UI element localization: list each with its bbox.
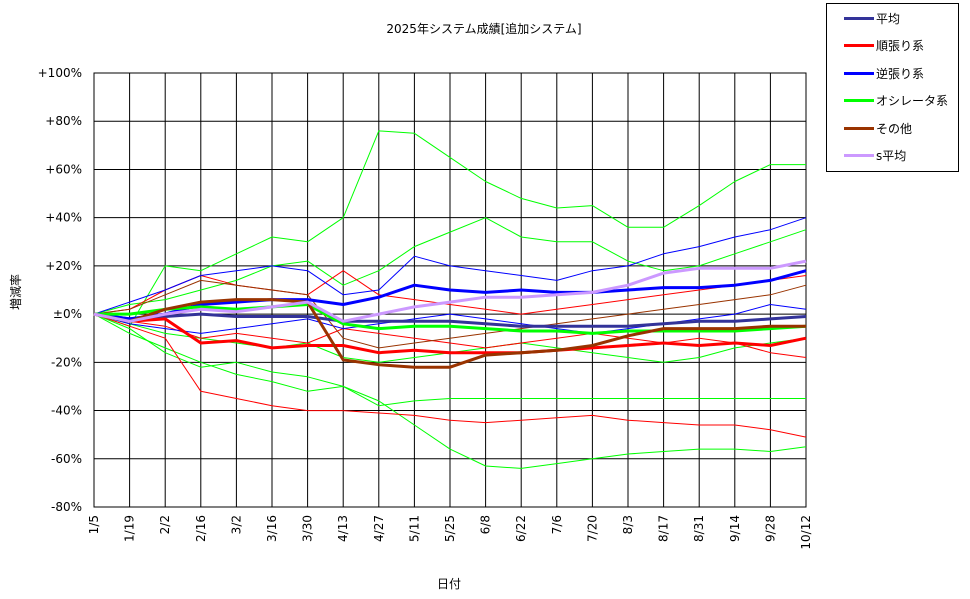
sub-series-line-9 [93, 313, 807, 469]
x-tick-label: 1/19 [123, 515, 137, 542]
y-tick-label: -20% [51, 355, 82, 369]
legend-swatch [844, 126, 874, 130]
series-line-2 [93, 269, 807, 321]
y-tick-label: -40% [51, 404, 82, 418]
x-tick-label: 8/17 [657, 515, 671, 542]
x-tick-label: 9/14 [728, 515, 742, 542]
x-tick-label: 4/27 [372, 515, 386, 542]
sub-series-line-6 [93, 130, 806, 327]
legend-label: 順張り系 [876, 39, 925, 53]
x-axis-label: 日付 [437, 577, 461, 591]
legend-label: s平均 [876, 149, 907, 163]
x-tick-label: 6/22 [514, 515, 528, 542]
sub-series-line-15 [93, 304, 807, 334]
legend-label: 平均 [876, 11, 901, 26]
sub-series-line-14 [93, 217, 807, 315]
x-tick-label: 3/2 [229, 515, 243, 534]
thin-series-group [93, 130, 807, 469]
series-line-3 [94, 303, 807, 335]
x-tick-label: 4/13 [336, 515, 350, 542]
x-tick-label: 10/12 [799, 515, 813, 550]
legend-label: 逆張り系 [876, 66, 925, 81]
sub-series-line-8 [93, 313, 806, 407]
legend-item: その他 [844, 120, 912, 136]
legend-item: 順張り系 [844, 38, 924, 54]
series-line-1 [93, 312, 807, 355]
series-line-5 [93, 259, 807, 323]
sub-series-line-13 [93, 313, 807, 358]
sub-series-line-7 [93, 217, 807, 315]
x-tick-label: 7/20 [585, 515, 599, 542]
legend-label: その他 [876, 121, 913, 136]
y-tick-label: ±0% [53, 307, 82, 321]
legend-swatch [844, 99, 874, 102]
y-tick-label: +40% [45, 211, 82, 225]
sub-series-line-11 [93, 313, 807, 438]
y-tick-label: +60% [45, 162, 82, 176]
legend-swatch [844, 44, 874, 47]
x-tick-label: 2/2 [158, 515, 172, 534]
chart-title: 2025年システム成績[追加システム] [386, 21, 581, 36]
y-tick-label: +100% [38, 66, 82, 80]
legend-item: s平均 [844, 148, 906, 164]
x-tick-label: 9/28 [763, 515, 777, 542]
x-tick-label: 5/11 [407, 515, 421, 542]
series-line-0 [93, 312, 807, 328]
legend-label: オシレータ系 [876, 94, 949, 108]
legend-item: 平均 [844, 10, 900, 26]
y-tick-label: -80% [51, 500, 82, 514]
thick-series-group [93, 259, 807, 369]
y-tick-label: +80% [45, 114, 82, 128]
x-tick-label: 6/8 [479, 515, 493, 534]
x-tick-label: 5/25 [443, 515, 457, 542]
sub-series-line-16 [93, 279, 807, 349]
legend-swatch [844, 71, 874, 75]
x-axis-ticks: 1/5 1/19 2/2 2/16 3/2 3/16 3/30 4/13 4/27 5/11 5/2… [87, 515, 813, 550]
x-tick-label: 7/6 [550, 515, 564, 534]
x-tick-label: 1/5 [87, 515, 101, 534]
y-tick-label: -60% [51, 452, 82, 466]
legend-item: 逆張り系 [844, 65, 924, 81]
legend-swatch [844, 16, 874, 20]
x-tick-label: 3/16 [265, 515, 279, 542]
x-tick-label: 2/16 [194, 515, 208, 542]
y-axis-ticks: +100% +80% +60% +40% +20% ±0% -20% -40% -60% -80% [38, 66, 82, 514]
x-tick-label: 8/3 [621, 515, 635, 534]
series-line-4 [93, 298, 806, 369]
legend-item: オシレータ系 [844, 93, 948, 109]
x-tick-label: 3/30 [301, 515, 315, 542]
legend-swatch [844, 154, 874, 157]
y-tick-label: +20% [45, 259, 82, 273]
x-tick-label: 8/31 [692, 515, 706, 542]
y-axis-label: 増減率 [8, 274, 23, 310]
legend: 平均順張り系逆張り系オシレータ系 その他 s平均 [826, 3, 959, 172]
sub-series-line-12 [93, 270, 807, 315]
